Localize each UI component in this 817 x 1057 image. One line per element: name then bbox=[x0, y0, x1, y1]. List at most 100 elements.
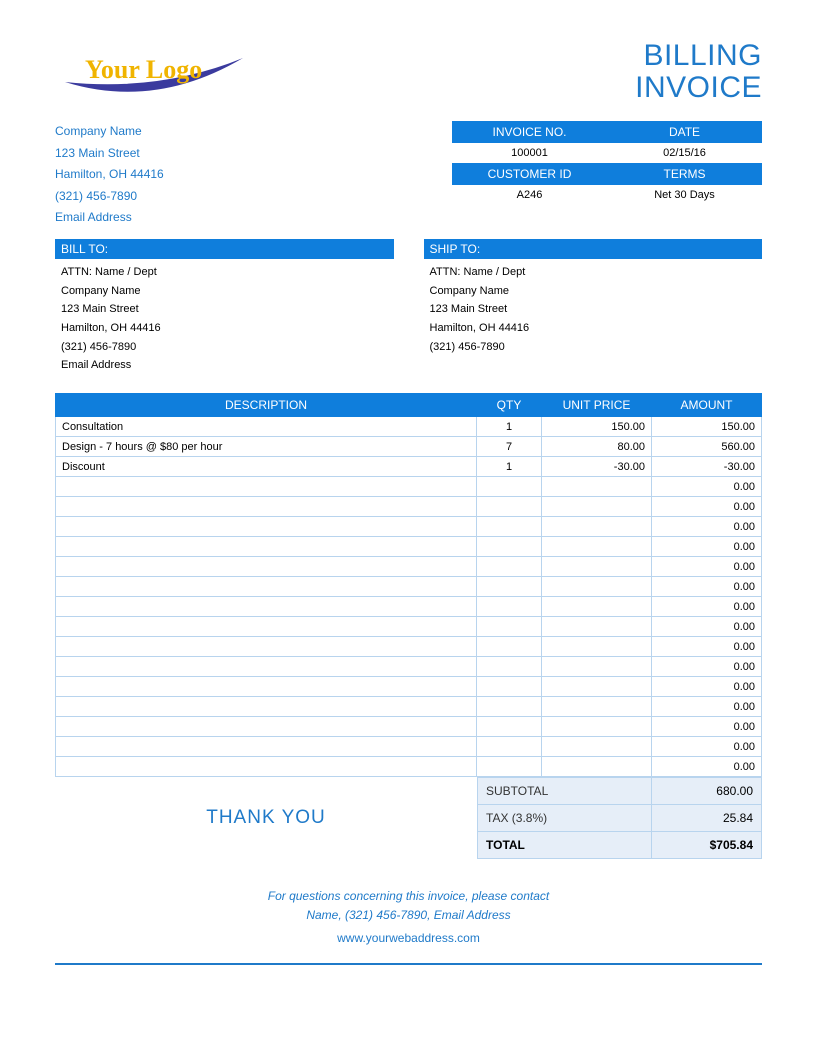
cell-unit-price: 80.00 bbox=[542, 437, 652, 457]
cell-description bbox=[56, 477, 477, 497]
cell-amount: 150.00 bbox=[652, 417, 762, 437]
cell-qty bbox=[477, 637, 542, 657]
cell-qty: 1 bbox=[477, 457, 542, 477]
cell-qty bbox=[477, 517, 542, 537]
ship-to-company: Company Name bbox=[430, 282, 757, 301]
cell-qty bbox=[477, 577, 542, 597]
cell-description bbox=[56, 637, 477, 657]
cell-unit-price: 150.00 bbox=[542, 417, 652, 437]
subtotal-value: 680.00 bbox=[651, 778, 761, 804]
logo: Your Logo bbox=[55, 40, 255, 113]
ship-to-street: 123 Main Street bbox=[430, 300, 757, 319]
cell-description: Design - 7 hours @ $80 per hour bbox=[56, 437, 477, 457]
cell-amount: 0.00 bbox=[652, 557, 762, 577]
cell-description bbox=[56, 597, 477, 617]
cell-unit-price: -30.00 bbox=[542, 457, 652, 477]
date-header: DATE bbox=[607, 121, 762, 143]
cell-unit-price bbox=[542, 477, 652, 497]
cell-description bbox=[56, 517, 477, 537]
bill-to-phone: (321) 456-7890 bbox=[61, 338, 388, 357]
total-value: $705.84 bbox=[651, 832, 761, 858]
logo-text: Your Logo bbox=[85, 55, 202, 84]
invoice-no-value: 100001 bbox=[452, 143, 607, 163]
table-row: 0.00 bbox=[56, 557, 762, 577]
subtotal-label: SUBTOTAL bbox=[478, 778, 651, 804]
tax-value: 25.84 bbox=[651, 805, 761, 831]
cell-unit-price bbox=[542, 737, 652, 757]
cell-qty: 1 bbox=[477, 417, 542, 437]
title-line-1: BILLING bbox=[635, 40, 762, 72]
table-row: Design - 7 hours @ $80 per hour780.00560… bbox=[56, 437, 762, 457]
thank-you: THANK YOU bbox=[55, 777, 477, 859]
bill-to-heading: BILL TO: bbox=[55, 239, 394, 259]
table-row: 0.00 bbox=[56, 517, 762, 537]
cell-description bbox=[56, 557, 477, 577]
col-amount: AMOUNT bbox=[652, 394, 762, 417]
terms-header: TERMS bbox=[607, 163, 762, 185]
company-street: 123 Main Street bbox=[55, 143, 164, 165]
company-name: Company Name bbox=[55, 121, 164, 143]
table-row: 0.00 bbox=[56, 597, 762, 617]
cell-unit-price bbox=[542, 697, 652, 717]
cell-amount: 0.00 bbox=[652, 757, 762, 777]
table-row: Consultation1150.00150.00 bbox=[56, 417, 762, 437]
ship-to-citystate: Hamilton, OH 44416 bbox=[430, 319, 757, 338]
table-row: 0.00 bbox=[56, 617, 762, 637]
cell-amount: 0.00 bbox=[652, 737, 762, 757]
ship-to-heading: SHIP TO: bbox=[424, 239, 763, 259]
table-row: 0.00 bbox=[56, 537, 762, 557]
cell-description bbox=[56, 697, 477, 717]
cell-unit-price bbox=[542, 757, 652, 777]
company-email: Email Address bbox=[55, 207, 164, 229]
tax-label: TAX (3.8%) bbox=[478, 805, 651, 831]
table-row: 0.00 bbox=[56, 477, 762, 497]
cell-amount: 0.00 bbox=[652, 697, 762, 717]
cell-unit-price bbox=[542, 557, 652, 577]
col-qty: QTY bbox=[477, 394, 542, 417]
line-items-table: DESCRIPTION QTY UNIT PRICE AMOUNT Consul… bbox=[55, 393, 762, 777]
cell-description bbox=[56, 617, 477, 637]
cell-description bbox=[56, 677, 477, 697]
cell-amount: 0.00 bbox=[652, 597, 762, 617]
totals-box: SUBTOTAL 680.00 TAX (3.8%) 25.84 TOTAL $… bbox=[477, 777, 762, 859]
cell-unit-price bbox=[542, 617, 652, 637]
date-value: 02/15/16 bbox=[607, 143, 762, 163]
company-info: Company Name 123 Main Street Hamilton, O… bbox=[55, 121, 164, 229]
cell-qty: 7 bbox=[477, 437, 542, 457]
table-row: 0.00 bbox=[56, 697, 762, 717]
company-citystate: Hamilton, OH 44416 bbox=[55, 164, 164, 186]
cell-description bbox=[56, 577, 477, 597]
cell-qty bbox=[477, 677, 542, 697]
bill-to-section: BILL TO: ATTN: Name / Dept Company Name … bbox=[55, 239, 394, 375]
cell-unit-price bbox=[542, 597, 652, 617]
bill-to-citystate: Hamilton, OH 44416 bbox=[61, 319, 388, 338]
cell-amount: 0.00 bbox=[652, 497, 762, 517]
bill-to-attn: ATTN: Name / Dept bbox=[61, 263, 388, 282]
cell-qty bbox=[477, 497, 542, 517]
cell-description: Discount bbox=[56, 457, 477, 477]
table-row: Discount1-30.00-30.00 bbox=[56, 457, 762, 477]
invoice-no-header: INVOICE NO. bbox=[452, 121, 607, 143]
table-row: 0.00 bbox=[56, 677, 762, 697]
ship-to-attn: ATTN: Name / Dept bbox=[430, 263, 757, 282]
cell-amount: 0.00 bbox=[652, 517, 762, 537]
cell-qty bbox=[477, 477, 542, 497]
cell-unit-price bbox=[542, 657, 652, 677]
cell-amount: 0.00 bbox=[652, 657, 762, 677]
company-phone: (321) 456-7890 bbox=[55, 186, 164, 208]
terms-value: Net 30 Days bbox=[607, 185, 762, 205]
cell-qty bbox=[477, 597, 542, 617]
cell-amount: 0.00 bbox=[652, 537, 762, 557]
cell-amount: 0.00 bbox=[652, 677, 762, 697]
table-row: 0.00 bbox=[56, 717, 762, 737]
table-row: 0.00 bbox=[56, 737, 762, 757]
footer: For questions concerning this invoice, p… bbox=[55, 887, 762, 949]
cell-amount: 0.00 bbox=[652, 577, 762, 597]
table-row: 0.00 bbox=[56, 577, 762, 597]
ship-to-section: SHIP TO: ATTN: Name / Dept Company Name … bbox=[424, 239, 763, 375]
cell-description bbox=[56, 657, 477, 677]
col-description: DESCRIPTION bbox=[56, 394, 477, 417]
cell-unit-price bbox=[542, 637, 652, 657]
cell-qty bbox=[477, 617, 542, 637]
cell-unit-price bbox=[542, 497, 652, 517]
